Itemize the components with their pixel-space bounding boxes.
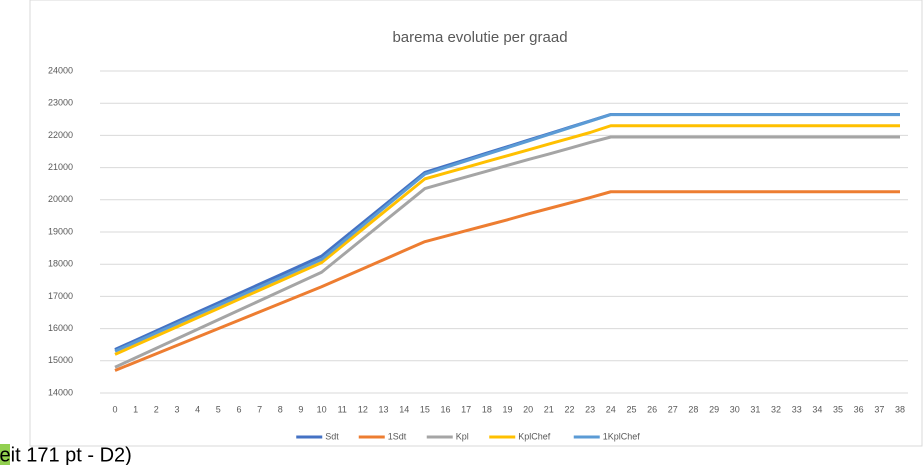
x-tick-label: 2 xyxy=(154,404,159,414)
line-series xyxy=(114,113,900,353)
legend-label: 1Sdt xyxy=(388,431,407,441)
x-tick-label: 29 xyxy=(709,404,719,414)
x-tick-label: 21 xyxy=(544,404,554,414)
line-series xyxy=(114,124,900,356)
legend-label: 1KplChef xyxy=(603,431,641,441)
x-tick-label: 8 xyxy=(278,404,283,414)
x-tick-label: 6 xyxy=(236,404,241,414)
x-tick-label: 36 xyxy=(854,404,864,414)
y-tick-label: 17000 xyxy=(48,291,73,301)
y-tick-label: 22000 xyxy=(48,130,73,140)
x-tick-label: 3 xyxy=(174,404,179,414)
x-tick-label: 26 xyxy=(647,404,657,414)
highlight xyxy=(0,444,10,465)
x-tick-label: 9 xyxy=(298,404,303,414)
x-tick-label: 25 xyxy=(626,404,636,414)
x-tick-label: 23 xyxy=(585,404,595,414)
x-tick-label: 1 xyxy=(133,404,138,414)
x-tick-label: 27 xyxy=(668,404,678,414)
y-tick-label: 21000 xyxy=(48,162,73,172)
y-tick-label: 20000 xyxy=(48,194,73,204)
x-tick-label: 34 xyxy=(812,404,822,414)
x-tick-label: 20 xyxy=(523,404,533,414)
line-series xyxy=(114,190,900,372)
chart-title: barema evolutie per graad xyxy=(392,29,567,46)
x-tick-label: 10 xyxy=(317,404,327,414)
x-tick-label: 35 xyxy=(833,404,843,414)
x-tick-label: 37 xyxy=(874,404,884,414)
x-tick-label: 15 xyxy=(420,404,430,414)
x-tick-label: 30 xyxy=(730,404,740,414)
y-tick-label: 23000 xyxy=(48,98,73,108)
x-tick-label: 12 xyxy=(358,404,368,414)
x-tick-label: 38 xyxy=(895,404,905,414)
x-tick-label: 22 xyxy=(564,404,574,414)
y-tick-label: 15000 xyxy=(48,355,73,365)
x-tick-label: 18 xyxy=(482,404,492,414)
x-tick-label: 13 xyxy=(379,404,389,414)
line-series xyxy=(114,135,900,369)
y-tick-label: 16000 xyxy=(48,323,73,333)
footer-text: teit 171 pt - D2) xyxy=(0,444,132,465)
legend-label: Kpl xyxy=(456,431,469,441)
x-tick-label: 19 xyxy=(502,404,512,414)
x-tick-label: 33 xyxy=(792,404,802,414)
x-tick-label: 0 xyxy=(112,404,117,414)
x-tick-label: 16 xyxy=(441,404,451,414)
x-tick-label: 4 xyxy=(195,404,200,414)
y-tick-label: 24000 xyxy=(48,65,73,75)
x-tick-label: 32 xyxy=(771,404,781,414)
x-tick-label: 28 xyxy=(688,404,698,414)
x-tick-label: 24 xyxy=(606,404,616,414)
x-tick-label: 5 xyxy=(216,404,221,414)
x-tick-label: 31 xyxy=(750,404,760,414)
y-tick-label: 14000 xyxy=(48,387,73,397)
y-tick-label: 19000 xyxy=(48,226,73,236)
x-tick-label: 17 xyxy=(461,404,471,414)
legend-label: Sdt xyxy=(325,431,339,441)
legend-label: KplChef xyxy=(518,431,551,441)
x-tick-label: 7 xyxy=(257,404,262,414)
chart-frame xyxy=(29,0,923,447)
x-tick-label: 14 xyxy=(399,404,409,414)
x-tick-label: 11 xyxy=(338,404,347,414)
y-tick-label: 18000 xyxy=(48,259,73,269)
